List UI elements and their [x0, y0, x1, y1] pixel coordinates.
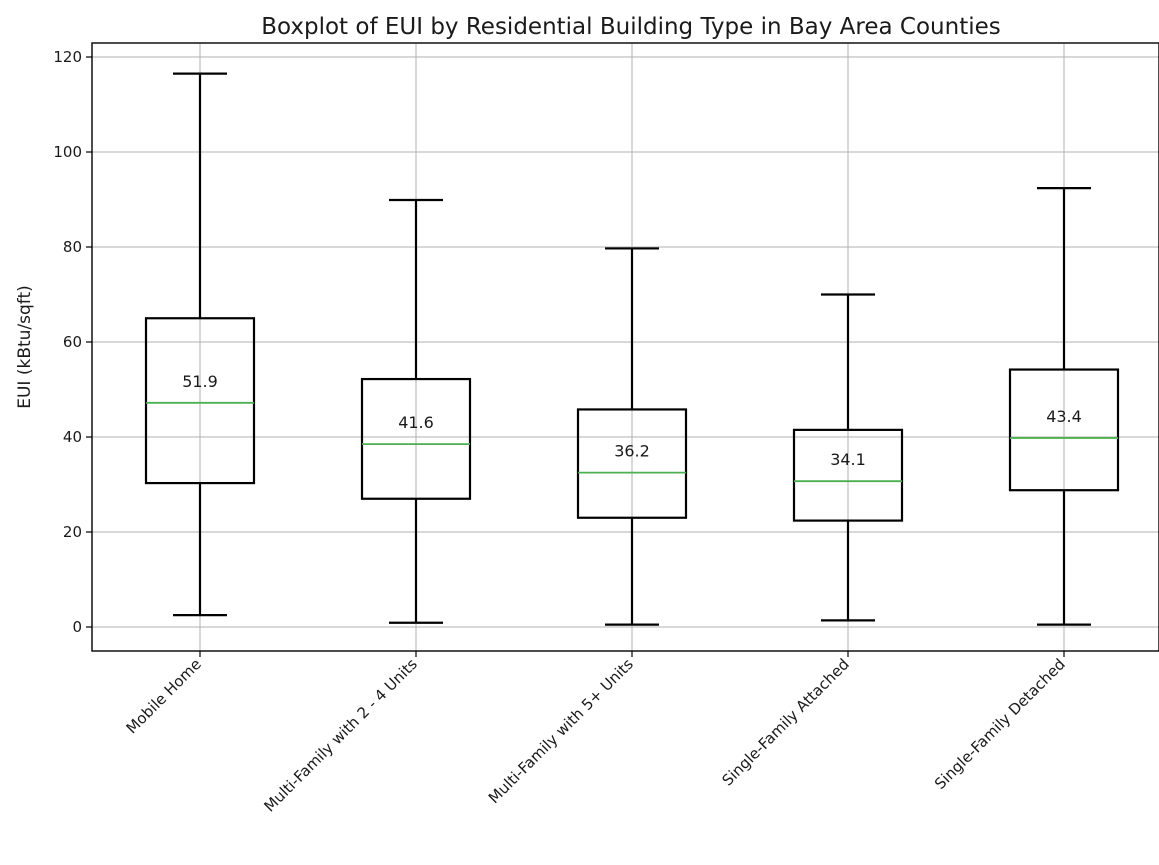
x-tick-label: Multi-Family with 2 - 4 Units — [260, 655, 421, 816]
box-series: 51.9 41.6 36.2 34.1 43.4 — [144, 72, 1120, 626]
y-tick-label: 0 — [72, 618, 82, 636]
x-tick-label: Single-Family Attached — [718, 655, 852, 789]
mean-annotation: 41.6 — [398, 413, 434, 432]
y-tick-label: 60 — [63, 333, 82, 351]
y-axis-label: EUI (kBtu/sqft) — [15, 285, 35, 409]
mean-annotation: 36.2 — [614, 442, 650, 461]
axis-ticks: 0 20 40 60 80 100 120 Mobile Home Multi-Family w… — [53, 48, 1068, 816]
iqr-box — [1008, 368, 1120, 492]
x-tick-label: Single-Family Detached — [931, 655, 1069, 793]
x-tick-label: Mobile Home — [123, 655, 205, 737]
plot-frame — [91, 42, 1159, 652]
box-group: 36.2 — [576, 247, 688, 626]
y-tick-label: 20 — [63, 523, 82, 541]
iqr-box — [792, 428, 904, 522]
box-group: 43.4 — [1008, 187, 1120, 626]
box-group: 51.9 — [144, 72, 256, 617]
y-tick-label: 120 — [53, 48, 82, 66]
mean-annotation: 51.9 — [182, 372, 218, 391]
iqr-box — [144, 317, 256, 485]
box-group: 41.6 — [360, 198, 472, 624]
y-tick-label: 40 — [63, 428, 82, 446]
iqr-box — [576, 408, 688, 519]
chart-title: Boxplot of EUI by Residential Building T… — [261, 14, 1001, 40]
y-tick-label: 100 — [53, 143, 82, 161]
iqr-box — [360, 377, 472, 500]
grid-lines — [92, 43, 1159, 651]
mean-annotation: 34.1 — [830, 450, 866, 469]
box-group: 34.1 — [792, 293, 904, 622]
x-tick-label: Multi-Family with 5+ Units — [485, 655, 637, 807]
y-tick-label: 80 — [63, 238, 82, 256]
mean-annotation: 43.4 — [1046, 407, 1082, 426]
